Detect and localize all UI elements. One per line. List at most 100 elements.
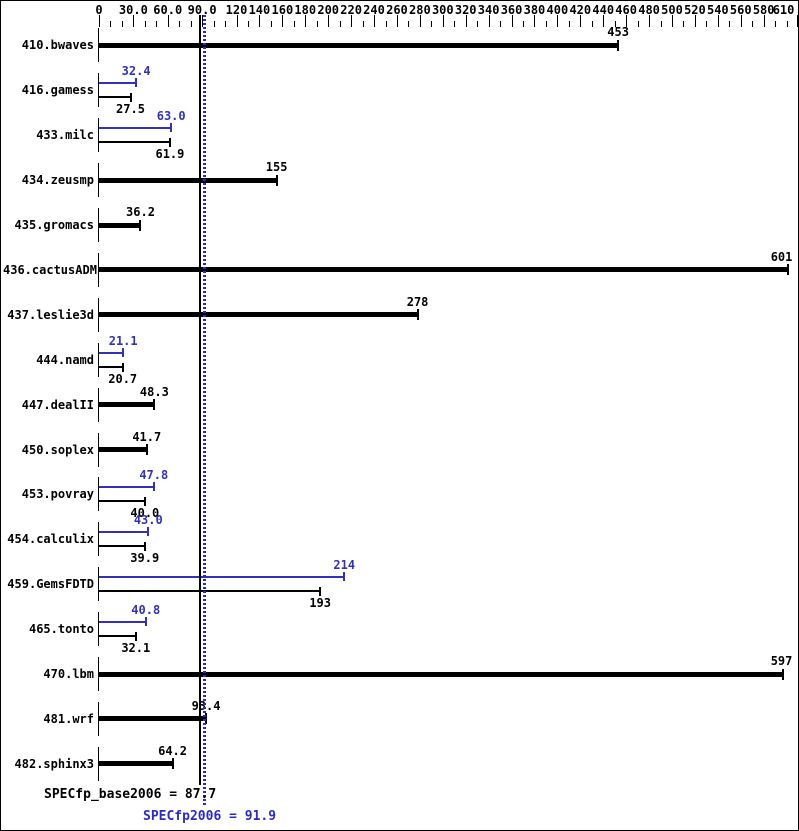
base-bar [99, 671, 784, 677]
base-value-label: 61.9 [155, 147, 185, 162]
axis-minor-tick [706, 21, 708, 27]
axis-minor-tick [660, 21, 662, 27]
axis-major-tick [133, 15, 135, 27]
axis-major-tick [488, 15, 490, 27]
base-bar-endcap [205, 713, 208, 725]
base-bar-endcap [145, 444, 148, 456]
peak-bar-endcap [144, 617, 147, 627]
base-bar [99, 716, 207, 722]
peak-value-label: 63.0 [156, 109, 186, 124]
axis-minor-tick [190, 21, 192, 27]
benchmark-label: 459.GemsFDTD [7, 577, 94, 592]
row-axis-stub [98, 118, 99, 153]
peak-bar [99, 621, 146, 624]
peak-bar-endcap [170, 123, 173, 133]
axis-minor-tick [339, 21, 341, 27]
specfp2006-summary: SPECfp2006 = 91.9 [143, 809, 277, 824]
axis-tick-label: 580 [752, 3, 775, 17]
base-bar [99, 312, 418, 318]
axis-major-tick [442, 15, 444, 27]
base-bar [99, 402, 155, 408]
base-bar-endcap [171, 758, 174, 770]
axis-major-tick [672, 15, 673, 27]
base-value-label: 20.7 [108, 371, 138, 386]
axis-tick-label: 360 [500, 3, 523, 17]
specfp-base2006-summary: SPECfp_base2006 = 87.7 [44, 787, 217, 802]
axis-minor-tick [752, 21, 754, 27]
peak-value-label: 32.4 [121, 64, 151, 79]
axis-major-tick [557, 15, 559, 27]
axis-tick-label: 560 [729, 3, 752, 17]
row-axis-stub [98, 73, 99, 108]
base-bar-endcap [143, 497, 146, 507]
peak-bar-endcap [152, 482, 155, 492]
base-bar [99, 761, 173, 767]
axis-minor-tick [225, 21, 227, 27]
peak-value-label: 47.8 [139, 468, 169, 483]
axis-major-tick [167, 15, 169, 27]
axis-tick-label: 440 [592, 3, 615, 17]
benchmark-label: 433.milc [36, 128, 94, 143]
base-bar [99, 447, 147, 453]
axis-major-tick [603, 15, 605, 27]
base-value-label: 39.9 [130, 551, 160, 566]
benchmark-label: 444.namd [36, 352, 94, 367]
row-axis-stub [98, 387, 99, 422]
peak-value-label: 40.8 [131, 603, 161, 618]
axis-minor-tick [786, 21, 788, 27]
axis-major-tick [202, 15, 204, 27]
axis-minor-tick [213, 21, 215, 27]
axis-major-tick [259, 15, 261, 27]
axis-minor-tick [729, 21, 731, 27]
axis-tick-label: 60.0 [153, 3, 183, 17]
base-value-label: 278 [406, 294, 429, 309]
base-bar-endcap [275, 174, 278, 186]
row-axis-stub [98, 657, 99, 692]
axis-major-tick [351, 15, 353, 27]
axis-major-tick [740, 15, 742, 27]
axis-minor-tick [408, 21, 410, 27]
row-axis-stub [98, 208, 99, 243]
axis-tick-label: 120 [225, 3, 248, 17]
row-axis-stub [98, 28, 99, 63]
benchmark-label: 437.leslie3d [7, 307, 94, 322]
row-axis-stub [98, 701, 99, 736]
base-bar-endcap [786, 264, 789, 276]
axis-tick-label: 300 [431, 3, 454, 17]
benchmark-label: 436.cactusADM [3, 262, 97, 277]
base-bar-endcap [121, 362, 124, 372]
base-bar [99, 141, 170, 144]
peak-bar [99, 486, 154, 489]
row-axis-stub [98, 297, 99, 332]
axis-tick-label: 180 [294, 3, 317, 17]
benchmark-label: 454.calculix [7, 532, 94, 547]
axis-tick-label: 460 [615, 3, 637, 17]
base-bar-endcap [139, 219, 142, 231]
axis-minor-tick [431, 21, 433, 27]
axis-tick-label: 480 [638, 3, 660, 17]
benchmark-label: 465.tonto [28, 622, 94, 637]
axis-tick-label: 610 [772, 3, 795, 17]
row-axis-stub [98, 522, 99, 557]
base-bar [99, 42, 619, 48]
axis-tick-label: 30.0 [118, 3, 148, 17]
axis-minor-tick [545, 21, 547, 27]
axis-minor-tick [385, 21, 387, 27]
base-value-label: 40.0 [130, 506, 160, 521]
axis-minor-tick [144, 21, 146, 27]
axis-major-tick [305, 15, 307, 27]
base-bar-endcap [153, 399, 156, 411]
base-bar [99, 96, 131, 99]
axis-major-tick [374, 15, 376, 27]
axis-tick-label: 0 [95, 3, 103, 17]
axis-tick-label: 140 [248, 3, 271, 17]
benchmark-label: 453.povray [21, 487, 94, 502]
base-bar-endcap [416, 309, 419, 321]
base-bar-endcap [143, 542, 146, 552]
benchmark-label: 416.gamess [21, 83, 94, 98]
base-mean-line [198, 15, 201, 785]
base-bar-endcap [319, 587, 322, 597]
axis-minor-tick [110, 21, 112, 27]
base-value-label: 27.5 [116, 102, 145, 117]
axis-tick-label: 160 [271, 3, 294, 17]
